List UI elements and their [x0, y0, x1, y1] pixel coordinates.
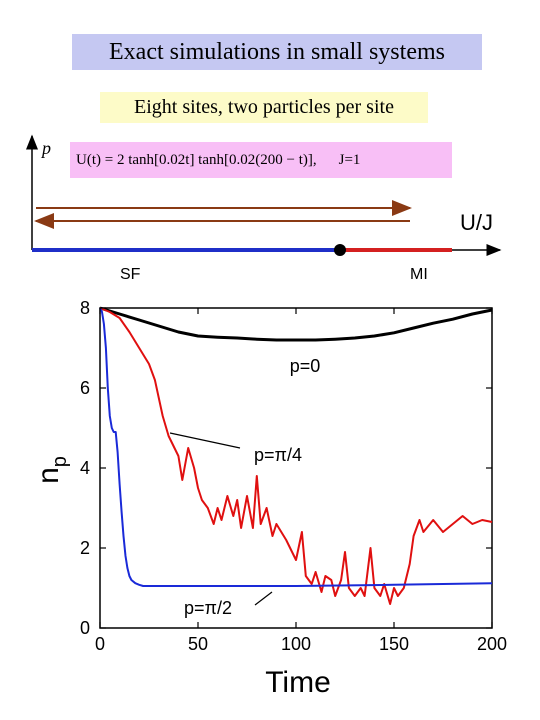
y-axis-label-main: n	[32, 467, 65, 484]
series-line-p-4	[99, 307, 493, 605]
annotation-p-4: p=π/4	[254, 445, 302, 465]
phase-y-axis-label: p	[42, 138, 51, 158]
y-axis-label-sub: p	[49, 456, 71, 467]
formula-note: J=1	[338, 151, 361, 168]
formula-box: U(t) = 2 tanh[0.02t] tanh[0.02(200 − t)]…	[70, 142, 452, 178]
x-tick-label: 100	[281, 634, 311, 654]
slide-title: Exact simulations in small systems	[72, 34, 482, 70]
formula-text: U(t) = 2 tanh[0.02t] tanh[0.02(200 − t)]…	[76, 151, 317, 168]
y-tick-label: 8	[80, 298, 90, 318]
x-tick-label: 150	[379, 634, 409, 654]
phase-x-axis-label: U/J	[460, 210, 493, 235]
x-tick-label: 50	[188, 634, 208, 654]
series-line-p-2	[99, 307, 493, 587]
annotation-leader-p-2	[254, 591, 273, 606]
annotation-leader-p-4	[169, 432, 241, 449]
sf-phase-label: SF	[120, 266, 141, 283]
y-axis-label: np	[32, 456, 71, 484]
mi-phase-label: MI	[410, 266, 428, 283]
slide-subtitle-text: Eight sites, two particles per site	[134, 96, 394, 118]
slide-title-text: Exact simulations in small systems	[109, 38, 445, 65]
annotation-p-2: p=π/2	[184, 598, 232, 618]
series-line-p-0	[99, 306, 493, 342]
annotation-p-0: p=0	[290, 356, 321, 376]
slide-subtitle: Eight sites, two particles per site	[100, 92, 428, 123]
y-tick-label: 0	[80, 618, 90, 638]
y-tick-label: 6	[80, 378, 90, 398]
y-tick-label: 4	[80, 458, 90, 478]
x-axis-label: Time	[265, 666, 331, 699]
y-tick-label: 2	[80, 538, 90, 558]
x-tick-label: 200	[477, 634, 507, 654]
x-tick-label: 0	[95, 634, 105, 654]
